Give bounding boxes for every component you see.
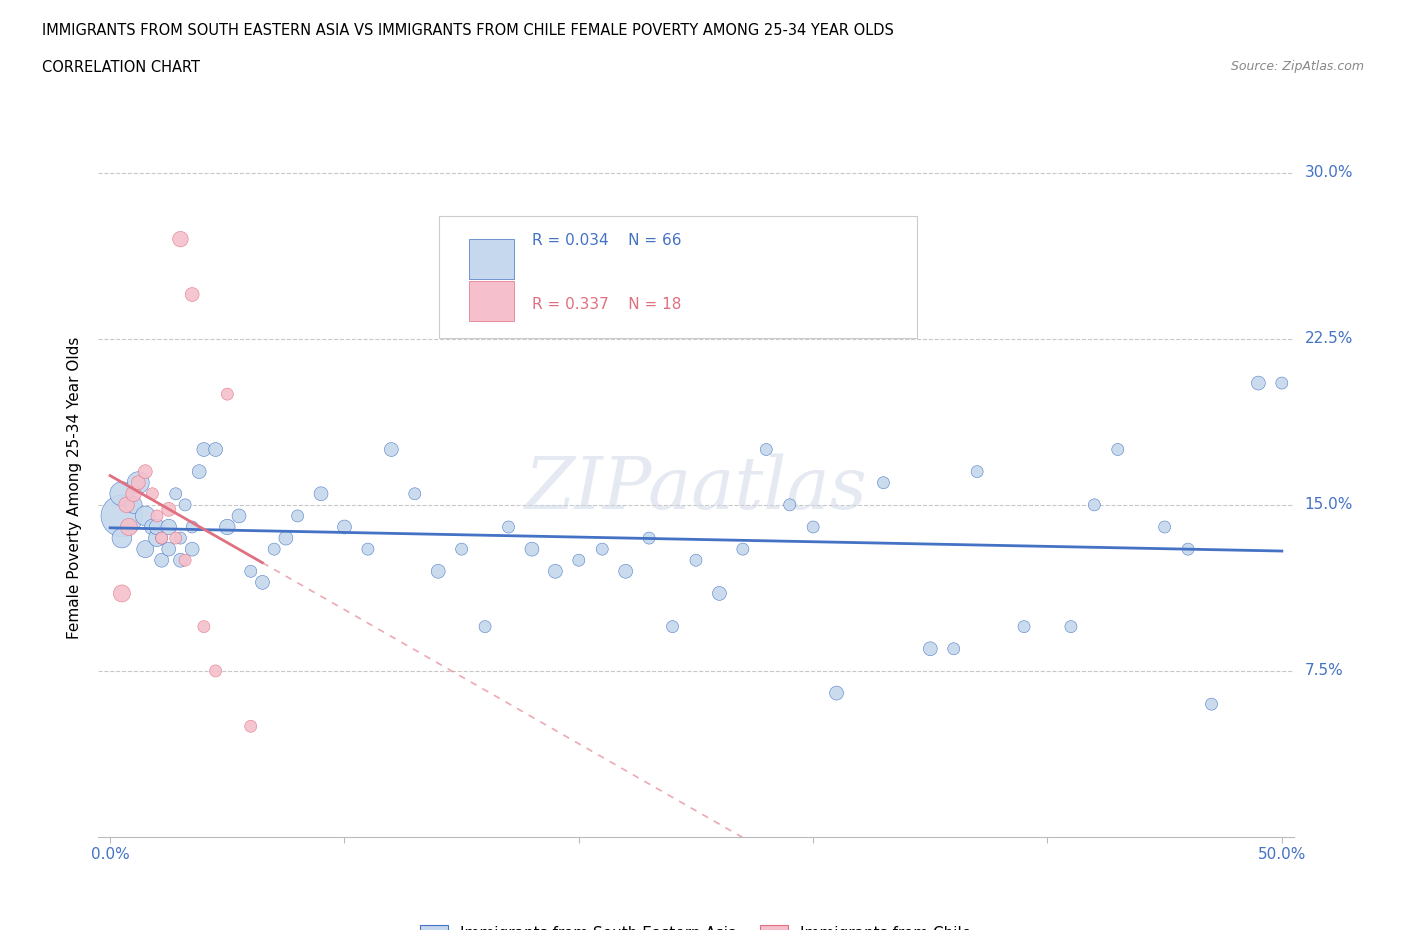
Point xyxy=(779,498,801,512)
Point xyxy=(1271,376,1294,391)
Point xyxy=(181,541,204,556)
Point xyxy=(239,564,262,578)
Text: R = 0.034    N = 66: R = 0.034 N = 66 xyxy=(533,233,682,248)
Point xyxy=(1012,619,1035,634)
Point xyxy=(520,541,543,556)
Point xyxy=(1201,697,1223,711)
Point xyxy=(568,552,591,567)
Point xyxy=(614,564,637,578)
Point xyxy=(1083,498,1105,512)
Point xyxy=(287,509,309,524)
Point xyxy=(169,232,191,246)
Text: 15.0%: 15.0% xyxy=(1305,498,1353,512)
Point xyxy=(1247,376,1270,391)
Point xyxy=(498,520,520,535)
Point xyxy=(146,520,169,535)
Point xyxy=(966,464,988,479)
Point xyxy=(404,486,426,501)
Text: CORRELATION CHART: CORRELATION CHART xyxy=(42,60,200,75)
Point xyxy=(450,541,472,556)
Point xyxy=(217,387,239,402)
Point xyxy=(111,531,134,546)
Point xyxy=(1153,520,1175,535)
Point xyxy=(134,509,156,524)
Point xyxy=(169,552,191,567)
Point xyxy=(174,498,197,512)
Point xyxy=(1177,541,1199,556)
Text: 7.5%: 7.5% xyxy=(1305,663,1343,678)
Point xyxy=(127,475,149,490)
Point xyxy=(127,475,149,490)
Point xyxy=(1060,619,1083,634)
Point xyxy=(380,442,402,457)
Text: R = 0.337    N = 18: R = 0.337 N = 18 xyxy=(533,298,682,312)
Point xyxy=(146,509,169,524)
Point xyxy=(638,531,661,546)
Point xyxy=(134,464,156,479)
Point xyxy=(591,541,613,556)
Point xyxy=(181,520,204,535)
Point xyxy=(141,520,163,535)
FancyBboxPatch shape xyxy=(470,281,515,321)
Point xyxy=(157,502,180,517)
Point xyxy=(111,586,134,601)
Point xyxy=(309,486,332,501)
Point xyxy=(150,552,173,567)
Point xyxy=(134,541,156,556)
Point xyxy=(150,531,173,546)
Point xyxy=(204,442,226,457)
Point xyxy=(193,442,215,457)
Point xyxy=(204,663,226,678)
Point xyxy=(942,642,965,657)
Point xyxy=(111,509,134,524)
Point xyxy=(731,541,754,556)
Point xyxy=(141,486,163,501)
Point xyxy=(115,498,138,512)
Point xyxy=(263,541,285,556)
Point xyxy=(825,685,848,700)
Point xyxy=(274,531,297,546)
Text: ZIPaatlas: ZIPaatlas xyxy=(524,453,868,524)
Point xyxy=(122,498,145,512)
Point xyxy=(181,287,204,302)
Point xyxy=(150,531,173,546)
Point xyxy=(188,464,211,479)
Point xyxy=(169,531,191,546)
Point xyxy=(122,486,145,501)
Point xyxy=(427,564,450,578)
Y-axis label: Female Poverty Among 25-34 Year Olds: Female Poverty Among 25-34 Year Olds xyxy=(67,337,83,640)
FancyBboxPatch shape xyxy=(439,217,917,339)
Point xyxy=(217,520,239,535)
Point xyxy=(252,575,274,590)
Text: 30.0%: 30.0% xyxy=(1305,166,1353,180)
Point xyxy=(685,552,707,567)
Point xyxy=(661,619,683,634)
Point xyxy=(755,442,778,457)
Point xyxy=(146,531,169,546)
Point xyxy=(474,619,496,634)
Point xyxy=(544,564,567,578)
Point xyxy=(920,642,942,657)
Point xyxy=(111,486,134,501)
Point xyxy=(709,586,731,601)
Legend: Immigrants from South Eastern Asia, Immigrants from Chile: Immigrants from South Eastern Asia, Immi… xyxy=(420,925,972,930)
Point xyxy=(1107,442,1129,457)
Text: Source: ZipAtlas.com: Source: ZipAtlas.com xyxy=(1230,60,1364,73)
Text: IMMIGRANTS FROM SOUTH EASTERN ASIA VS IMMIGRANTS FROM CHILE FEMALE POVERTY AMONG: IMMIGRANTS FROM SOUTH EASTERN ASIA VS IM… xyxy=(42,23,894,38)
Point xyxy=(801,520,824,535)
Point xyxy=(872,475,894,490)
FancyBboxPatch shape xyxy=(470,239,515,279)
Point xyxy=(357,541,380,556)
Point xyxy=(228,509,250,524)
Point xyxy=(174,552,197,567)
Point xyxy=(157,541,180,556)
Point xyxy=(157,520,180,535)
Text: 22.5%: 22.5% xyxy=(1305,331,1353,346)
Point xyxy=(193,619,215,634)
Point xyxy=(239,719,262,734)
Point xyxy=(165,531,187,546)
Point xyxy=(333,520,356,535)
Point xyxy=(165,486,187,501)
Point xyxy=(118,520,141,535)
